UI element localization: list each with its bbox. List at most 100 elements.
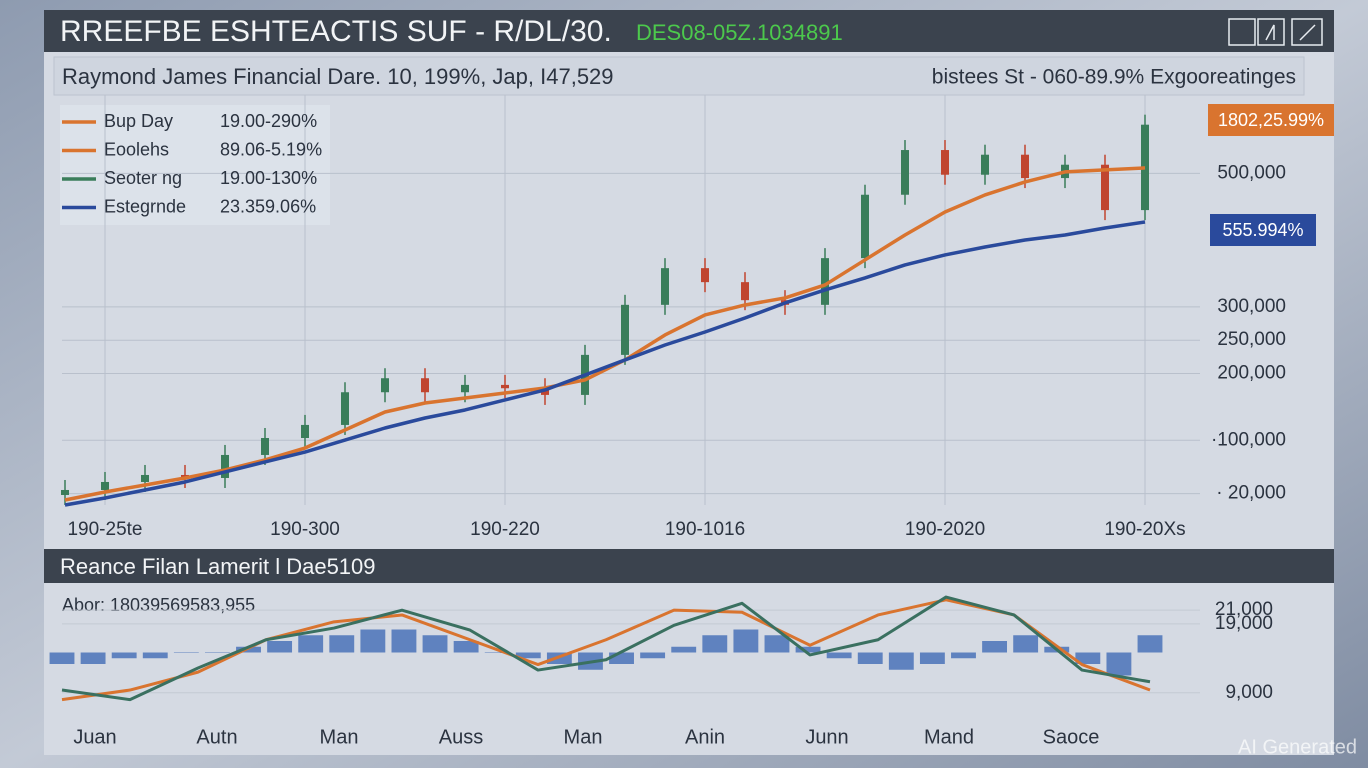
histogram-bar — [1075, 652, 1101, 664]
x-tick-label: 190-25te — [67, 519, 142, 540]
histogram-bar — [609, 652, 634, 664]
candle-body — [981, 154, 989, 175]
x-tick-label: 190-2020 — [905, 519, 985, 540]
candle-body — [621, 304, 629, 355]
y-tick-label: 300,000 — [1217, 296, 1286, 317]
x-tick-label: Man — [320, 726, 359, 748]
x-tick-label: 190-20Xs — [1104, 519, 1185, 540]
histogram-bar — [453, 641, 479, 653]
candle-body — [141, 474, 149, 482]
y-tick-label: ·100,000 — [1211, 429, 1286, 450]
sub-header-bar — [44, 549, 1334, 583]
y-tick-label: 19,000 — [1215, 613, 1273, 634]
candle-body — [61, 489, 69, 495]
histogram-bar — [671, 646, 697, 653]
histogram-bar — [1137, 635, 1163, 653]
histogram-bar — [422, 635, 448, 653]
y-tick-label: 21,000 — [1215, 599, 1273, 620]
header-bar — [44, 10, 1334, 52]
histogram-bar — [951, 652, 976, 659]
candle-body — [1021, 154, 1029, 179]
value-badge-text: 1802,25.99% — [1218, 110, 1324, 130]
candle-body — [861, 194, 869, 259]
candle-body — [501, 384, 509, 389]
histogram-bar — [795, 646, 821, 653]
x-tick-label: Mand — [924, 726, 974, 748]
watermark: AI Generated — [1238, 736, 1357, 758]
candle-body — [221, 454, 229, 478]
toolbar-button[interactable] — [1291, 18, 1323, 46]
histogram-bar — [888, 652, 914, 670]
x-tick-label: Juan — [73, 726, 116, 748]
toolbar-button[interactable] — [1228, 18, 1256, 46]
histogram-bar — [1106, 652, 1132, 676]
histogram-bar — [360, 629, 386, 653]
candle-body — [461, 384, 469, 393]
x-tick-label: 190-220 — [470, 519, 540, 540]
histogram-bar — [857, 652, 883, 664]
candle-body — [381, 378, 389, 393]
histogram-bar — [111, 652, 137, 659]
value-badge — [1210, 214, 1316, 246]
histogram-bar — [329, 635, 355, 653]
histogram-bar — [80, 652, 106, 664]
candle-body — [741, 282, 749, 301]
histogram-bar — [484, 652, 510, 653]
x-tick-label: Man — [564, 726, 603, 748]
legend-name: Bup Day — [104, 111, 173, 131]
line-series — [64, 166, 1146, 502]
toolbar-icon — [1265, 24, 1316, 41]
candle-body — [661, 268, 669, 305]
panel-subtitle: Abor: 18039569583,955 — [62, 595, 255, 615]
candle-body — [1101, 164, 1109, 211]
x-tick-label: Anin — [685, 726, 725, 748]
x-tick-label: 190-1016 — [665, 519, 745, 540]
value-badge — [1208, 104, 1334, 136]
histogram-bar — [982, 641, 1008, 653]
y-tick-label: 500,000 — [1217, 162, 1286, 183]
line-series — [61, 595, 1151, 702]
x-tick-label: 190-300 — [270, 519, 340, 540]
header-code: DES08-05Z.1034891 — [636, 20, 843, 45]
x-tick-label: Autn — [196, 726, 237, 748]
histogram-bar — [298, 635, 324, 653]
histogram-bar — [173, 652, 199, 653]
chart-title: Raymond James Financial Dare. 10, 199%, … — [62, 64, 614, 89]
histogram-bar — [1013, 635, 1039, 653]
candle-body — [701, 268, 709, 283]
candle-body — [101, 481, 109, 490]
header-title: RREEFBE ESHTEACTIS SUF - R/DL/30. — [60, 15, 612, 48]
y-tick-label: · 20,000 — [1216, 483, 1286, 504]
histogram-bar — [640, 652, 666, 659]
histogram-bar — [515, 652, 541, 659]
y-tick-label: 250,000 — [1217, 329, 1286, 350]
y-tick-label: 200,000 — [1217, 363, 1286, 384]
toolbar-button[interactable] — [1257, 18, 1285, 46]
histogram-bar — [391, 629, 417, 653]
value-badge-text: 555.994% — [1222, 220, 1303, 240]
legend-name: Eoolehs — [104, 139, 169, 159]
histogram-bar — [764, 635, 790, 653]
x-tick-label: Saoce — [1043, 726, 1100, 748]
info-bar — [53, 56, 1305, 96]
candle-body — [821, 258, 829, 305]
y-tick-label: 9,000 — [1225, 682, 1273, 703]
legend-value: 89.06-5.19% — [220, 139, 322, 159]
candle-body — [341, 392, 349, 425]
histogram-bar — [826, 652, 852, 659]
x-tick-label: Auss — [439, 726, 483, 748]
histogram-bar — [204, 652, 230, 653]
legend-name: Estegrnde — [104, 196, 186, 216]
candle-body — [1141, 124, 1149, 211]
chart-subtitle: bistees St - 060-89.9% Exgooreatinges — [932, 66, 1296, 89]
legend-name: Seoter ng — [104, 168, 182, 188]
panel-title: Reance Filan Lamerit l Dae5109 — [60, 554, 376, 579]
histogram-bar — [142, 652, 168, 659]
candle-body — [301, 424, 309, 439]
legend-value: 19.00-130% — [220, 168, 317, 188]
histogram-bar — [267, 641, 293, 653]
candle-body — [941, 150, 949, 175]
legend-value: 23.359.06% — [220, 196, 316, 216]
